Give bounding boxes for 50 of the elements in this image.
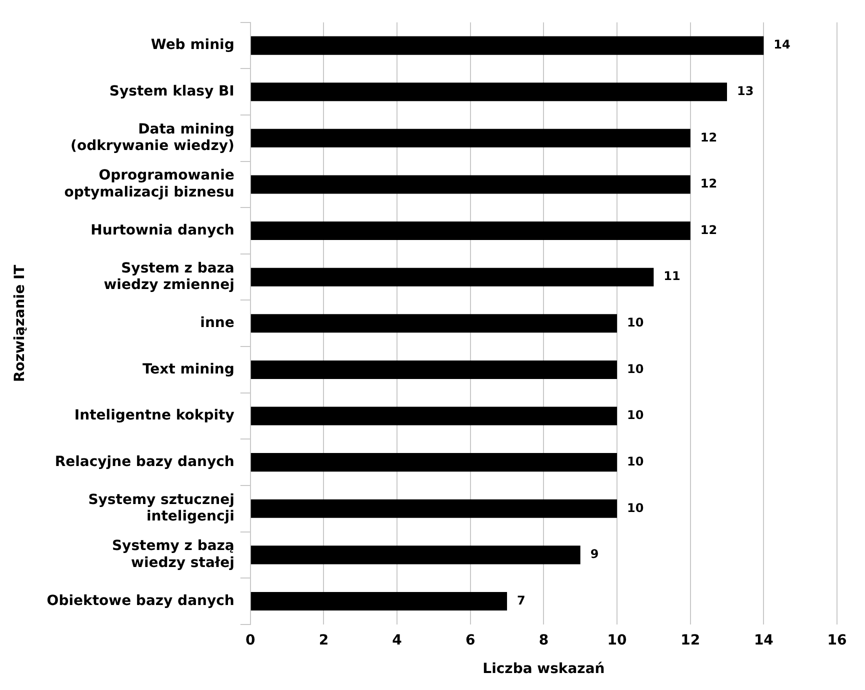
bar — [250, 546, 580, 564]
bar — [250, 406, 618, 426]
bar — [250, 128, 690, 148]
bar — [250, 268, 654, 286]
y-axis-title: Rozwiązanie IT — [12, 264, 28, 382]
x-tick-label: 10 — [607, 632, 628, 648]
data-label: 14 — [774, 38, 790, 52]
y-tick-label: Systemy sztucznej inteligencji — [88, 492, 234, 525]
data-label: 10 — [627, 454, 644, 468]
y-tick-label: Data mining (odkrywanie wiedzy) — [70, 121, 234, 154]
x-tick-label: 14 — [754, 632, 774, 648]
y-tick-label: Text mining — [142, 361, 234, 378]
y-tick-label: Obiektowe bazy danych — [46, 592, 234, 609]
x-tick-label: 6 — [465, 632, 476, 648]
bar — [250, 175, 690, 194]
data-label: 10 — [627, 316, 644, 330]
y-tick-label: inne — [200, 315, 234, 332]
data-label: 10 — [627, 362, 644, 376]
y-tick-label: Systemy z bazą wiedzy stałej — [112, 538, 234, 571]
data-label: 10 — [627, 500, 644, 515]
x-tick-label: 16 — [827, 632, 847, 648]
data-label: 9 — [590, 547, 599, 562]
bar — [250, 82, 728, 102]
y-tick-label: Hurtownia danych — [90, 222, 234, 238]
data-label: 13 — [737, 84, 754, 98]
x-axis-title: Liczba wskazań — [482, 661, 605, 678]
data-label: 12 — [700, 130, 718, 144]
bar — [250, 453, 618, 472]
y-tick-label: Web minig — [150, 37, 234, 54]
y-tick-label: System z baza wiedzy zmiennej — [104, 260, 234, 294]
data-label: 12 — [700, 176, 718, 191]
bar — [250, 499, 618, 518]
x-tick-label: 12 — [680, 632, 700, 648]
y-tick-label: System klasy BI — [109, 84, 234, 100]
x-tick-label: 0 — [246, 632, 256, 648]
bar — [250, 360, 618, 379]
data-label: 11 — [664, 269, 680, 284]
y-tick-label: Inteligentne kokpity — [74, 408, 234, 424]
bar — [250, 36, 764, 55]
bar — [250, 314, 618, 333]
bar — [250, 592, 508, 611]
x-tick-label: 8 — [538, 632, 549, 648]
y-tick-label: Relacyjne bazy danych — [54, 454, 234, 470]
x-tick-label: 4 — [392, 632, 402, 648]
data-label: 12 — [700, 222, 718, 237]
data-label: 10 — [627, 408, 644, 422]
bar — [250, 222, 690, 240]
data-label: 7 — [517, 593, 526, 608]
x-tick-label: 2 — [318, 632, 329, 648]
y-tick-label: Oprogramowanie optymalizacji biznesu — [64, 168, 234, 201]
